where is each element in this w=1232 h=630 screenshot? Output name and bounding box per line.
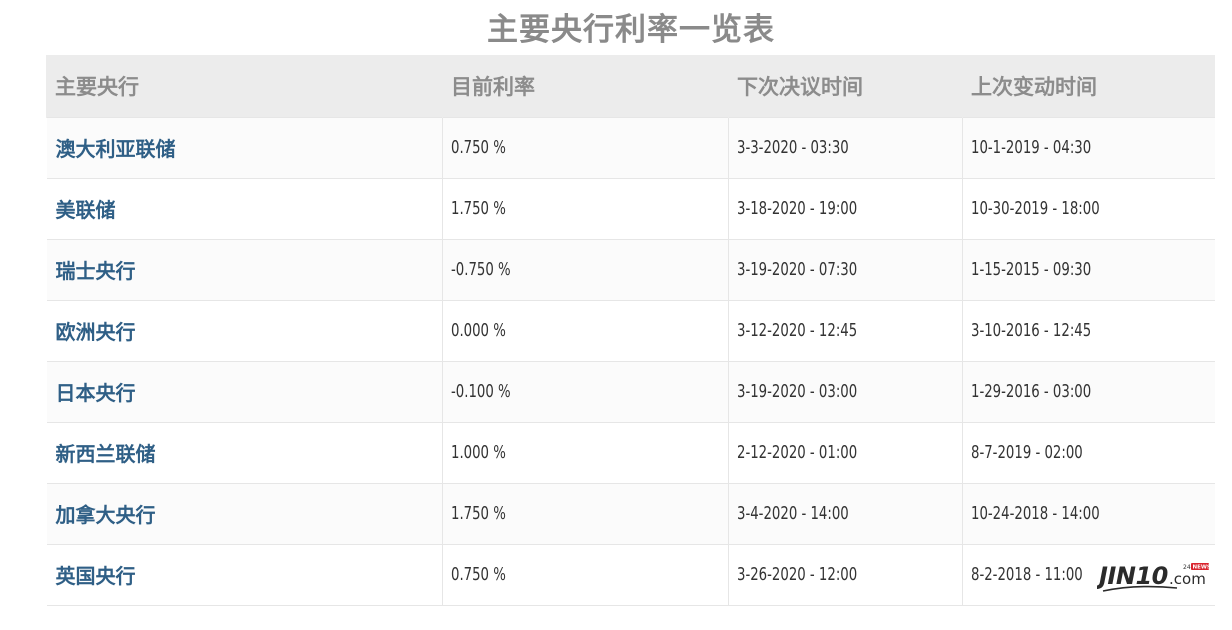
bank-name: 加拿大央行 (46, 482, 443, 544)
current-rate: 1.000 % (442, 421, 729, 483)
table-header-row: 主要央行 目前利率 下次决议时间 上次变动时间 (46, 55, 1215, 117)
logo-suffix-text: .com (1169, 570, 1206, 588)
table-row: 英国央行 0.750 % 3-26-2020 - 12:00 8-2-2018 … (46, 543, 1215, 606)
logo-news-badge (1191, 563, 1209, 570)
last-change-time: 10-30-2019 - 18:00 (962, 177, 1215, 239)
current-rate: 0.750 % (442, 116, 729, 178)
interest-rate-table: 主要央行 目前利率 下次决议时间 上次变动时间 澳大利亚联储 0.750 % 3… (46, 55, 1215, 606)
last-change-time: 8-7-2019 - 02:00 (962, 421, 1215, 483)
table-row: 美联储 1.750 % 3-18-2020 - 19:00 10-30-2019… (46, 177, 1215, 239)
table-row: 加拿大央行 1.750 % 3-4-2020 - 14:00 10-24-201… (46, 482, 1215, 544)
bank-name: 日本央行 (46, 360, 443, 422)
next-decision-time: 3-12-2020 - 12:45 (728, 299, 963, 361)
next-decision-time: 2-12-2020 - 01:00 (728, 421, 963, 483)
next-decision-time: 3-4-2020 - 14:00 (728, 482, 963, 544)
last-change-time: 1-29-2016 - 03:00 (962, 360, 1215, 422)
current-rate: 0.000 % (442, 299, 729, 361)
last-change-time: 1-15-2015 - 09:30 (962, 238, 1215, 300)
current-rate: 1.750 % (442, 177, 729, 239)
next-decision-time: 3-19-2020 - 03:00 (728, 360, 963, 422)
header-bank: 主要央行 (46, 55, 443, 117)
next-decision-time: 3-18-2020 - 19:00 (728, 177, 963, 239)
current-rate: -0.100 % (442, 360, 729, 422)
last-change-time: 3-10-2016 - 12:45 (962, 299, 1215, 361)
last-change-time: 10-1-2019 - 04:30 (962, 116, 1215, 178)
header-rate: 目前利率 (442, 55, 729, 117)
table-row: 新西兰联储 1.000 % 2-12-2020 - 01:00 8-7-2019… (46, 421, 1215, 483)
table-row: 欧洲央行 0.000 % 3-12-2020 - 12:45 3-10-2016… (46, 299, 1215, 361)
page-title: 主要央行利率一览表 (487, 12, 775, 48)
table-row: 日本央行 -0.100 % 3-19-2020 - 03:00 1-29-201… (46, 360, 1215, 422)
logo-brand-text: JIN10 (1097, 562, 1168, 590)
table-row: 澳大利亚联储 0.750 % 3-3-2020 - 03:30 10-1-201… (46, 116, 1215, 178)
jin10-logo: JIN10 .com 24 NEWS (1097, 562, 1211, 592)
bank-name: 瑞士央行 (46, 238, 443, 300)
last-change-time: 8-2-2018 - 11:00 (962, 543, 1215, 606)
logo-swoosh-icon (1102, 585, 1178, 592)
next-decision-time: 3-19-2020 - 07:30 (728, 238, 963, 300)
bank-name: 新西兰联储 (46, 421, 443, 483)
next-decision-time: 3-3-2020 - 03:30 (728, 116, 963, 178)
table-row: 瑞士央行 -0.750 % 3-19-2020 - 07:30 1-15-201… (46, 238, 1215, 300)
bank-name: 英国央行 (46, 543, 443, 606)
bank-name: 美联储 (46, 177, 443, 239)
logo-24-text: 24 (1183, 564, 1191, 571)
header-last-change: 上次变动时间 (962, 55, 1215, 117)
current-rate: 1.750 % (442, 482, 729, 544)
current-rate: -0.750 % (442, 238, 729, 300)
bank-name: 澳大利亚联储 (46, 116, 443, 178)
bank-name: 欧洲央行 (46, 299, 443, 361)
logo-news-text: NEWS (1193, 565, 1211, 571)
header-next-decision: 下次决议时间 (728, 55, 963, 117)
next-decision-time: 3-26-2020 - 12:00 (728, 543, 963, 606)
current-rate: 0.750 % (442, 543, 729, 606)
last-change-time: 10-24-2018 - 14:00 (962, 482, 1215, 544)
